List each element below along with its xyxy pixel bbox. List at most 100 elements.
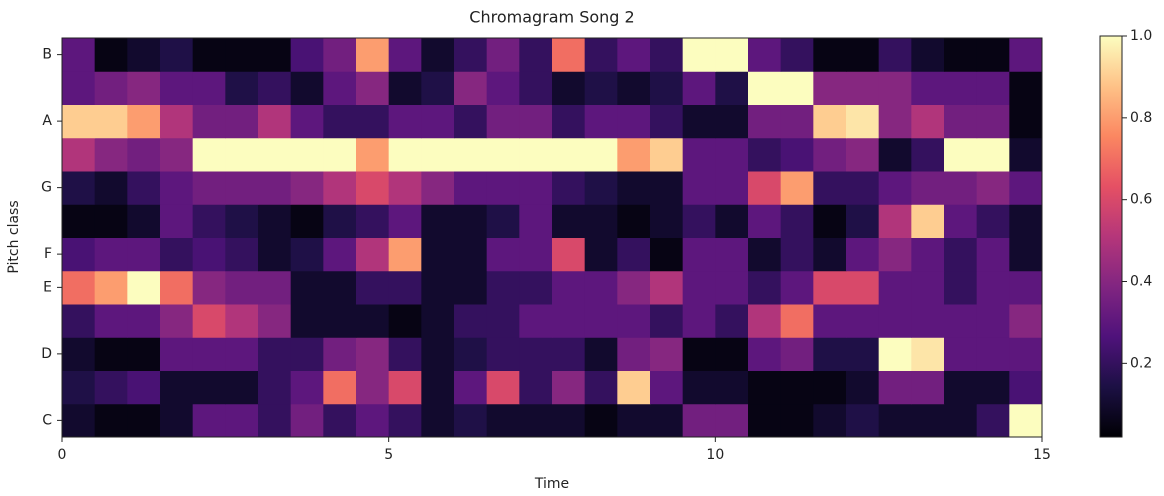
heatmap-cell (225, 304, 259, 338)
y-tick-label: F (44, 246, 52, 262)
heatmap-cell (290, 171, 324, 205)
heatmap-cell (388, 370, 422, 405)
heatmap-cell (127, 171, 161, 205)
heatmap-cell (62, 304, 96, 338)
heatmap-cell (192, 137, 226, 172)
y-tick-label: A (42, 113, 52, 129)
heatmap-cell (944, 38, 978, 72)
heatmap-cell (127, 71, 161, 105)
heatmap-cell (780, 304, 814, 338)
heatmap-cell (1009, 304, 1043, 338)
heatmap-cell (94, 370, 128, 405)
heatmap-cell (290, 237, 324, 272)
heatmap-cell (225, 370, 259, 405)
heatmap-cell (192, 403, 226, 438)
heatmap-cell (225, 38, 259, 72)
heatmap-cell (62, 370, 96, 405)
heatmap-cell (62, 71, 96, 105)
heatmap-cell (160, 237, 194, 272)
heatmap-cell (388, 403, 422, 438)
y-axis-label: Pitch class (6, 200, 22, 273)
heatmap-cell (160, 137, 194, 172)
heatmap-cell (258, 204, 292, 238)
heatmap-cell (584, 370, 618, 405)
heatmap-cell (192, 304, 226, 338)
heatmap-cell (127, 104, 161, 139)
heatmap-cell (780, 204, 814, 238)
heatmap-cell (911, 137, 945, 172)
heatmap-cell (94, 270, 128, 305)
heatmap-cell (878, 71, 912, 105)
heatmap-cell (584, 38, 618, 72)
chart-title: Chromagram Song 2 (469, 8, 634, 27)
heatmap-cell (388, 171, 422, 205)
heatmap-cell (323, 71, 357, 105)
heatmap-cell (846, 38, 880, 72)
y-tick-label: D (41, 346, 52, 362)
heatmap-cell (356, 104, 390, 139)
heatmap-cell (62, 237, 96, 272)
heatmap-cell (356, 270, 390, 305)
heatmap-cell (944, 104, 978, 139)
heatmap-cell (290, 204, 324, 238)
heatmap-cell (617, 204, 651, 238)
heatmap-cell (944, 171, 978, 205)
heatmap-cell (878, 38, 912, 72)
heatmap-cell (748, 337, 782, 371)
heatmap-cell (388, 137, 422, 172)
heatmap-cell (976, 38, 1010, 72)
heatmap-cell (225, 270, 259, 305)
heatmap-cell (748, 237, 782, 272)
heatmap-cell (911, 104, 945, 139)
heatmap-cell (160, 204, 194, 238)
heatmap-cell (323, 304, 357, 338)
heatmap-cell (911, 204, 945, 238)
heatmap-cell (878, 171, 912, 205)
heatmap-cell (486, 237, 520, 272)
heatmap-cell (1009, 137, 1043, 172)
heatmap-cell (454, 337, 488, 371)
heatmap-cell (421, 104, 455, 139)
heatmap-cell (160, 337, 194, 371)
heatmap-cell (225, 403, 259, 438)
heatmap-cell (160, 403, 194, 438)
heatmap-cell (682, 337, 716, 371)
heatmap-cell (192, 204, 226, 238)
heatmap-cell (584, 171, 618, 205)
heatmap-cell (323, 104, 357, 139)
heatmap-cell (160, 171, 194, 205)
heatmap-cell (356, 304, 390, 338)
heatmap-cell (388, 304, 422, 338)
heatmap-cell (846, 71, 880, 105)
heatmap-cell (715, 237, 749, 272)
heatmap-cell (1009, 403, 1043, 438)
colorbar-tick-label: 0.4 (1130, 274, 1152, 290)
heatmap-cell (976, 403, 1010, 438)
heatmap-cell (846, 171, 880, 205)
heatmap-cell (780, 104, 814, 139)
heatmap-cell (715, 304, 749, 338)
heatmap-cell (650, 38, 684, 72)
heatmap-cell (715, 204, 749, 238)
heatmap-cell (486, 270, 520, 305)
heatmap-cell (584, 104, 618, 139)
heatmap-cell (552, 270, 586, 305)
heatmap-cell (388, 337, 422, 371)
heatmap-cell (846, 204, 880, 238)
heatmap-cell (846, 403, 880, 438)
heatmap-cell (160, 370, 194, 405)
heatmap-cell (682, 104, 716, 139)
heatmap-cell (519, 370, 553, 405)
heatmap-cell (421, 370, 455, 405)
heatmap-cell (650, 270, 684, 305)
heatmap-cell (976, 237, 1010, 272)
heatmap-cell (650, 171, 684, 205)
heatmap-cell (62, 337, 96, 371)
heatmap-cell (290, 104, 324, 139)
heatmap-cell (127, 270, 161, 305)
heatmap-cell (846, 104, 880, 139)
heatmap-cell (421, 38, 455, 72)
heatmap-cell (323, 137, 357, 172)
heatmap-cell (421, 71, 455, 105)
heatmap-cell (911, 171, 945, 205)
